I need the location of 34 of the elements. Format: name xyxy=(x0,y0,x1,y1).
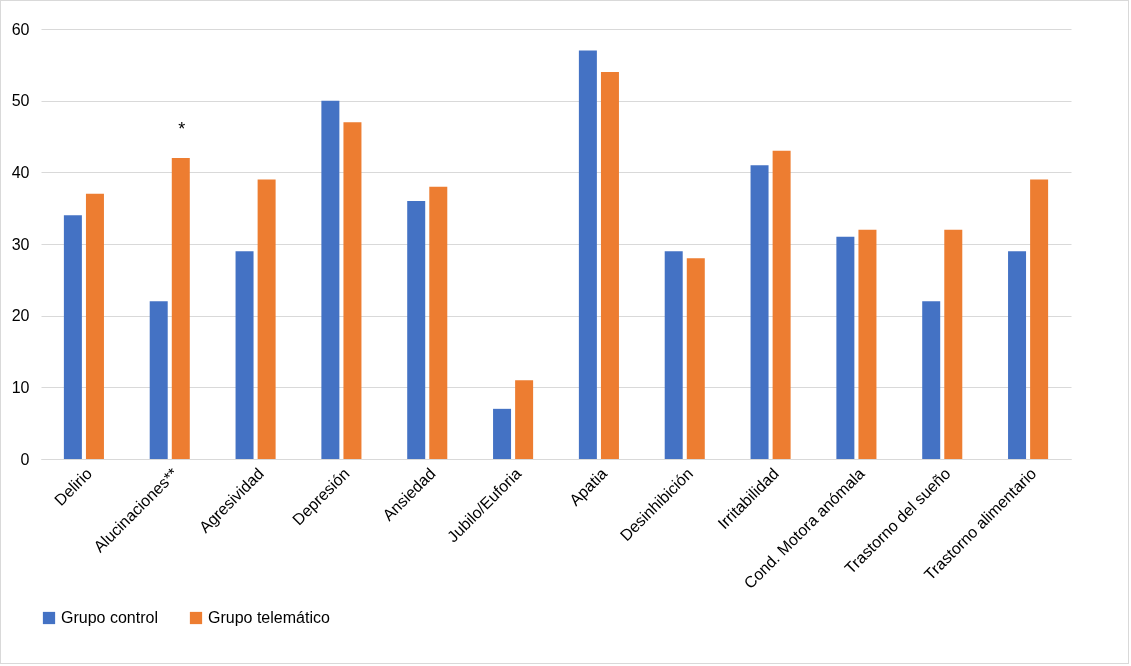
bar xyxy=(772,150,791,459)
bar xyxy=(858,229,877,459)
bar xyxy=(944,229,963,459)
bar xyxy=(343,122,362,459)
bar xyxy=(1030,179,1049,459)
bar xyxy=(922,301,941,459)
bar xyxy=(578,50,597,459)
annotation: * xyxy=(178,119,186,139)
y-tick-label: 30 xyxy=(11,235,30,253)
bar xyxy=(63,215,82,459)
bar xyxy=(836,236,855,459)
bar xyxy=(257,179,276,459)
bar xyxy=(664,251,683,459)
y-tick-label: 60 xyxy=(11,20,30,38)
y-tick-label: 0 xyxy=(20,450,30,468)
y-tick-label: 40 xyxy=(11,163,30,181)
bar xyxy=(493,408,512,459)
bar xyxy=(407,201,426,459)
bar xyxy=(686,258,705,459)
y-tick-label: 50 xyxy=(11,92,30,110)
bar xyxy=(1008,251,1027,459)
bar xyxy=(149,301,168,459)
bar xyxy=(321,100,340,459)
bar xyxy=(750,165,769,459)
legend-label: Grupo control xyxy=(61,609,158,626)
bar xyxy=(429,186,448,459)
bar xyxy=(600,72,619,459)
bar xyxy=(515,380,534,459)
bar xyxy=(171,158,190,459)
y-tick-label: 10 xyxy=(11,378,30,396)
legend-label: Grupo telemático xyxy=(208,609,330,626)
y-tick-label: 20 xyxy=(11,307,30,325)
bar xyxy=(235,251,254,459)
bar xyxy=(85,193,104,459)
